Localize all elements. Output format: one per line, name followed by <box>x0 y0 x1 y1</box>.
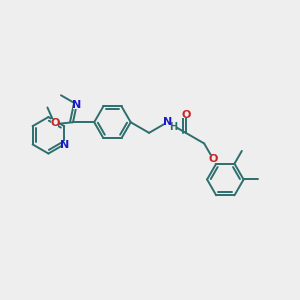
Text: N: N <box>163 117 172 127</box>
Bar <box>61 141 68 149</box>
Text: O: O <box>208 154 218 164</box>
Bar <box>164 118 171 126</box>
Bar <box>182 111 189 119</box>
Bar <box>169 123 176 131</box>
Text: O: O <box>181 110 190 120</box>
Text: O: O <box>50 118 59 128</box>
Bar <box>210 155 217 163</box>
Bar <box>51 119 58 127</box>
Text: N: N <box>60 140 69 150</box>
Text: H: H <box>169 122 177 132</box>
Bar <box>73 101 80 109</box>
Text: N: N <box>72 100 81 110</box>
